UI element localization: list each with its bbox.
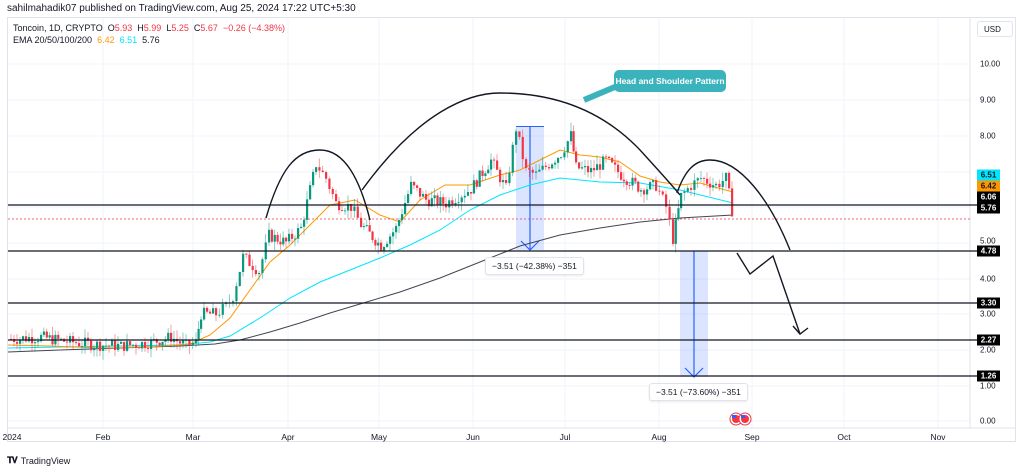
x-tick: Apr bbox=[281, 432, 295, 442]
y-tick: 5.00 bbox=[980, 236, 996, 246]
ema-50-value: 6.51 bbox=[119, 35, 138, 45]
change-value: −0.26 (−4.38%) bbox=[222, 23, 285, 33]
x-tick: Aug bbox=[651, 432, 667, 442]
legend-ohlc: Toncoin, 1D, CRYPTO O5.93 H5.99 L5.25 C5… bbox=[13, 23, 285, 33]
y-tick: 10.00 bbox=[980, 59, 1001, 69]
badge-level-6-06: 6.06 bbox=[977, 191, 1000, 203]
brand-name: TradingView bbox=[20, 455, 71, 466]
badge-level-4-78: 4.78 bbox=[977, 245, 1000, 257]
ema-100-value: 5.76 bbox=[142, 35, 160, 45]
y-tick: 4.00 bbox=[980, 274, 996, 284]
candlesticks bbox=[10, 122, 734, 360]
ema-20-line bbox=[7, 149, 734, 349]
horizontal-levels bbox=[8, 204, 977, 377]
close-value: 5.67 bbox=[200, 23, 218, 33]
x-tick: May bbox=[370, 432, 388, 442]
ema-100-line bbox=[7, 214, 734, 353]
projection-path bbox=[736, 252, 801, 335]
badge-level-1-26: 1.26 bbox=[977, 370, 1000, 382]
legend-ema: EMA 20/50/100/200 6.42 6.51 5.76 bbox=[13, 34, 285, 46]
x-tick: Jun bbox=[466, 432, 480, 442]
x-tick: Sep bbox=[744, 432, 760, 442]
pattern-callout[interactable]: Head and Shoulder Pattern bbox=[614, 70, 726, 92]
measure-label-1[interactable]: −3.51 (−42.38%) −351 bbox=[485, 257, 584, 275]
head-arc bbox=[361, 92, 681, 196]
badge-ema-100: 5.76 bbox=[977, 202, 1000, 214]
x-tick: Mar bbox=[185, 432, 201, 442]
left-shoulder-arc bbox=[265, 149, 371, 221]
x-tick: 2024 bbox=[2, 432, 22, 442]
right-shoulder-arc bbox=[676, 159, 791, 251]
y-tick: 9.00 bbox=[980, 95, 996, 105]
tradingview-logo[interactable]: 𝐓𝐕 TradingView bbox=[7, 455, 70, 466]
x-tick: Jul bbox=[559, 432, 571, 442]
x-tick: Oct bbox=[837, 432, 851, 442]
ema-50-line bbox=[7, 177, 734, 349]
grid bbox=[8, 18, 970, 428]
chart-legend: Toncoin, 1D, CRYPTO O5.93 H5.99 L5.25 C5… bbox=[13, 22, 285, 46]
x-tick: Feb bbox=[95, 432, 111, 442]
badge-level-3-30: 3.30 bbox=[977, 297, 1000, 309]
measure-label-2[interactable]: −3.51 (−73.60%) −351 bbox=[649, 383, 748, 401]
y-tick: 1.00 bbox=[980, 381, 996, 391]
symbol-label[interactable]: Toncoin, 1D, CRYPTO bbox=[13, 23, 103, 33]
badge-ema-20: 6.42 bbox=[977, 180, 1000, 192]
chart-frame bbox=[7, 17, 1016, 442]
y-tick: 3.00 bbox=[980, 309, 996, 319]
published-info: sahilmahadik07 published on TradingView.… bbox=[7, 3, 356, 14]
projection-arrowhead bbox=[792, 325, 809, 335]
ema-label[interactable]: EMA 20/50/100/200 bbox=[13, 35, 93, 45]
badge-ema-50: 6.51 bbox=[977, 169, 1000, 181]
ema-20-value: 6.42 bbox=[97, 35, 115, 45]
tradingview-mark-icon: 𝐓𝐕 bbox=[7, 455, 18, 465]
low-value: 5.25 bbox=[171, 23, 189, 33]
badge-level-2-27: 2.27 bbox=[977, 334, 1000, 346]
currency-button[interactable]: USD bbox=[977, 21, 1013, 37]
high-value: 5.99 bbox=[143, 23, 162, 33]
x-tick: Nov bbox=[930, 432, 946, 442]
y-tick: 2.00 bbox=[980, 345, 996, 355]
economic-events-icon bbox=[729, 412, 752, 426]
open-value: 5.93 bbox=[114, 23, 133, 33]
y-tick: 8.00 bbox=[980, 131, 996, 141]
y-tick: 0.00 bbox=[980, 416, 996, 426]
